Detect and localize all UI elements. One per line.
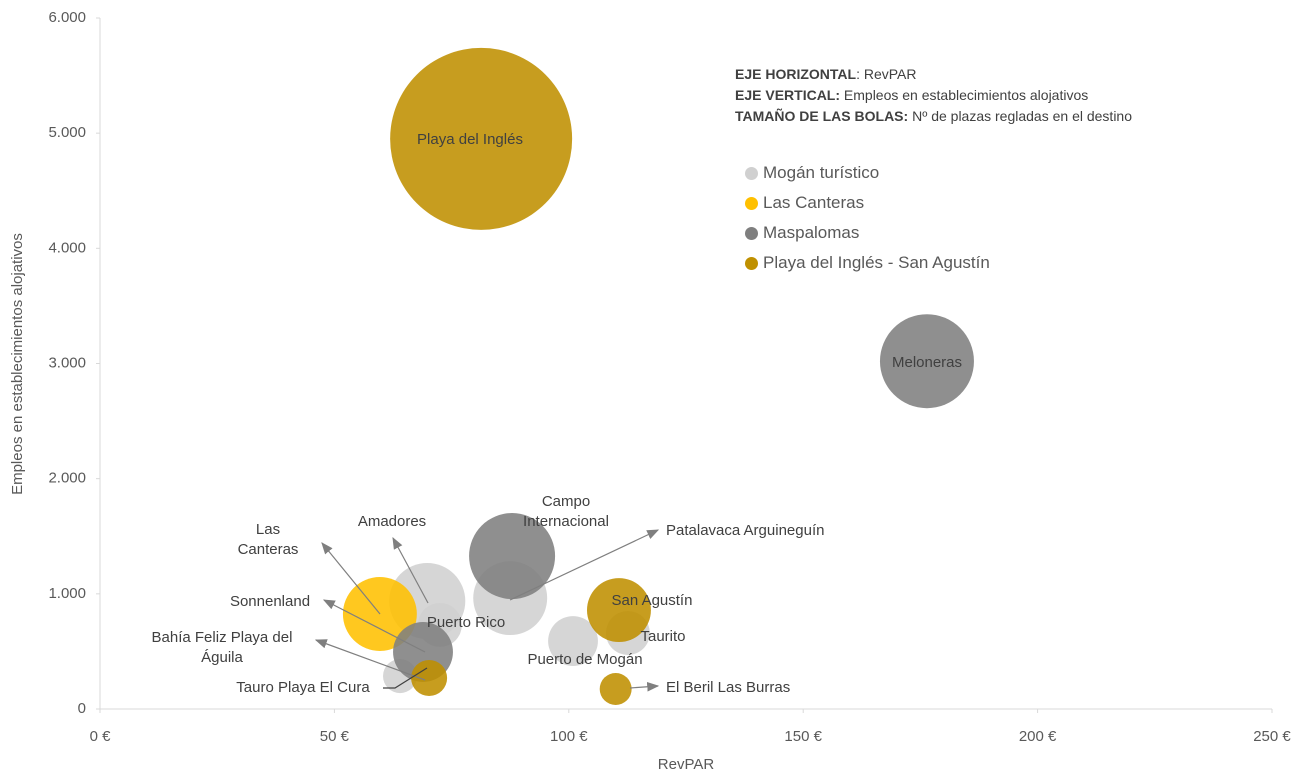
y-tick-label: 0 <box>78 700 86 717</box>
bubble <box>390 47 573 230</box>
note-line: EJE VERTICAL: Empleos en establecimiento… <box>735 85 1132 106</box>
notes: EJE HORIZONTAL: RevPAR EJE VERTICAL: Empl… <box>735 64 1132 127</box>
legend-swatch <box>745 226 758 240</box>
bubble-label: Patalavaca Arguineguín <box>666 522 825 539</box>
bubble <box>599 672 632 705</box>
note-text: : RevPAR <box>856 66 917 82</box>
bubble-label: Tauro Playa El Cura <box>236 679 370 696</box>
legend-swatch <box>745 256 758 270</box>
bubble-label: Amadores <box>357 513 427 530</box>
legend-item: Mogán turístico <box>745 158 990 188</box>
bubble-label: Playa del Inglés <box>417 131 523 148</box>
bubble <box>879 314 974 409</box>
note-bold: TAMAÑO DE LAS BOLAS: <box>735 108 909 124</box>
bubble <box>587 578 651 643</box>
x-axis-label: RevPAR <box>658 756 715 773</box>
legend-item: Playa del Inglés - San Agustín <box>745 248 990 278</box>
y-tick-label: 2.000 <box>48 470 86 487</box>
bubble <box>548 616 598 666</box>
legend-item: Las Canteras <box>745 188 990 218</box>
legend-item: Maspalomas <box>745 218 990 248</box>
note-line: TAMAÑO DE LAS BOLAS: Nº de plazas reglad… <box>735 106 1132 127</box>
note-bold: EJE HORIZONTAL <box>735 66 857 82</box>
x-tick-label: 250 € <box>1253 728 1291 745</box>
bubble-label: Las Canteras <box>237 521 299 558</box>
note-text: Nº de plazas regladas en el destino <box>908 108 1132 124</box>
y-tick-label: 6.000 <box>48 9 86 26</box>
bubble <box>411 660 448 697</box>
x-tick-label: 0 € <box>90 728 112 745</box>
bubble-label: Puerto de Mogán <box>527 651 643 668</box>
x-tick-label: 50 € <box>320 728 350 745</box>
annotation-arrows <box>314 529 660 692</box>
bubble-label: San Agustín <box>611 592 693 609</box>
legend-swatch <box>745 166 758 180</box>
bubble-label: Meloneras <box>891 354 963 371</box>
y-tick-label: 5.000 <box>48 124 86 141</box>
legend-swatch <box>745 196 758 210</box>
bubble-label: Campo Internacional <box>523 493 609 530</box>
bubble-label: Taurito <box>640 628 686 645</box>
legend-label: Mogán turístico <box>763 163 880 182</box>
y-tick-label: 3.000 <box>48 354 86 371</box>
legend-label: Maspalomas <box>763 223 860 242</box>
legend-label: Las Canteras <box>763 193 865 212</box>
note-line: EJE HORIZONTAL: RevPAR <box>735 64 1132 85</box>
bubble <box>469 513 556 600</box>
bubble-label: El Beril Las Burras <box>666 679 791 696</box>
y-tick-label: 4.000 <box>48 239 86 256</box>
y-axis-label: Empleos en establecimientos alojativos <box>9 233 26 495</box>
legend-label: Playa del Inglés - San Agustín <box>763 253 990 272</box>
bubble-label: Bahía Feliz Playa del Águila <box>151 629 293 666</box>
y-tick-label: 1.000 <box>48 585 86 602</box>
x-tick-label: 200 € <box>1019 728 1057 745</box>
note-bold: EJE VERTICAL: <box>735 87 841 103</box>
x-tick-label: 100 € <box>550 728 588 745</box>
legend: Mogán turístico Las Canteras Maspalomas Pla… <box>745 158 990 278</box>
x-tick-label: 150 € <box>784 728 822 745</box>
note-text: Empleos en establecimientos alojativos <box>840 87 1089 103</box>
bubble-label: Sonnenland <box>229 593 311 610</box>
bubble-label: Puerto Rico <box>426 614 506 631</box>
